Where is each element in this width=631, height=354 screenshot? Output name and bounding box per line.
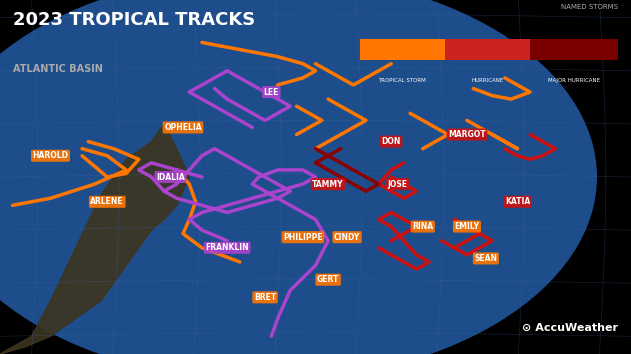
Ellipse shape — [0, 0, 596, 354]
Text: 2023 TROPICAL TRACKS: 2023 TROPICAL TRACKS — [13, 11, 255, 29]
Text: MAJOR HURRICANE: MAJOR HURRICANE — [548, 78, 601, 83]
Text: TAMMY: TAMMY — [312, 179, 344, 189]
Polygon shape — [0, 124, 189, 354]
Text: ATLANTIC BASIN: ATLANTIC BASIN — [13, 64, 102, 74]
Text: GERT: GERT — [317, 275, 339, 284]
Text: DON: DON — [382, 137, 401, 146]
Text: TROPICAL STORM: TROPICAL STORM — [379, 78, 426, 83]
FancyBboxPatch shape — [531, 39, 618, 60]
Text: ARLENE: ARLENE — [90, 197, 124, 206]
Text: IDALIA: IDALIA — [156, 172, 185, 182]
Text: KATIA: KATIA — [505, 197, 530, 206]
Text: HAROLD: HAROLD — [32, 151, 69, 160]
Text: ⊙ AccuWeather: ⊙ AccuWeather — [522, 323, 618, 333]
Text: RINA: RINA — [412, 222, 433, 231]
Text: EMILY: EMILY — [454, 222, 480, 231]
Text: BRET: BRET — [254, 293, 276, 302]
Text: CINDY: CINDY — [334, 233, 360, 242]
FancyBboxPatch shape — [445, 39, 531, 60]
Text: JOSE: JOSE — [387, 179, 408, 189]
Text: NAMED STORMS: NAMED STORMS — [562, 4, 618, 10]
Text: LEE: LEE — [264, 87, 279, 97]
Text: SEAN: SEAN — [475, 254, 497, 263]
Text: HURRICANE: HURRICANE — [471, 78, 504, 83]
FancyBboxPatch shape — [360, 39, 445, 60]
Text: OPHELIA: OPHELIA — [164, 123, 202, 132]
Text: PHILIPPE: PHILIPPE — [283, 233, 322, 242]
Text: MARGOT: MARGOT — [448, 130, 486, 139]
Text: FRANKLIN: FRANKLIN — [205, 243, 249, 252]
